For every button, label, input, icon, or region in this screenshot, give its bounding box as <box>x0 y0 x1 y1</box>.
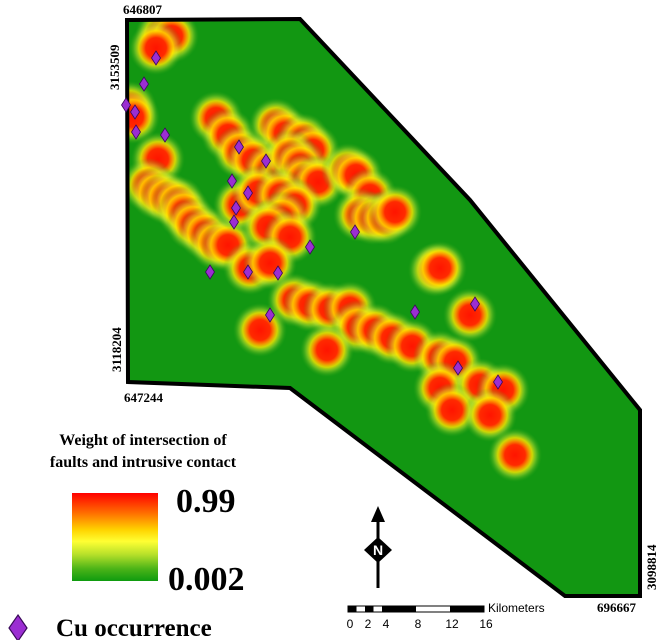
cu-occurrence-marker <box>121 97 131 113</box>
hotspot <box>488 428 542 482</box>
scale-bar: Kilometers 0 2 4 8 12 16 <box>347 601 545 631</box>
cu-occurrence-marker <box>261 153 271 169</box>
cu-occurrence-marker <box>205 264 215 280</box>
coord-bottom-left-x: 647244 <box>124 390 164 405</box>
cu-occurrence-marker <box>130 104 140 120</box>
coord-top-left-y: 3153509 <box>107 44 122 90</box>
scale-unit: Kilometers <box>488 601 545 615</box>
legend-color-ramp <box>72 493 158 581</box>
coord-bottom-left-y: 3118204 <box>109 327 124 372</box>
scale-tick-label: 4 <box>383 617 390 631</box>
hotspot <box>129 21 183 75</box>
scale-tick-label: 12 <box>445 617 459 631</box>
cu-occurrence-layer <box>121 50 503 390</box>
cu-occurrence-marker <box>410 304 420 320</box>
cu-occurrence-marker <box>151 50 161 66</box>
hotspot <box>463 388 517 442</box>
scale-tick-label: 16 <box>479 617 493 631</box>
cu-occurrence-marker <box>243 185 253 201</box>
scale-tick-label: 2 <box>365 617 372 631</box>
cu-occurrence-marker <box>273 265 283 281</box>
cu-occurrence-marker <box>453 360 463 376</box>
hotspot <box>413 241 467 295</box>
hotspot <box>127 90 160 144</box>
cu-occurrence-marker <box>231 200 241 216</box>
hotspot <box>233 303 287 357</box>
north-arrow-icon: N <box>364 506 392 588</box>
hotspot <box>368 185 422 239</box>
coord-bottom-right-y: 3098814 <box>644 544 659 590</box>
legend-title-line1: Weight of intersection of <box>59 432 227 449</box>
cu-occurrence-marker <box>243 264 253 280</box>
legend-diamond-icon <box>8 613 28 640</box>
cu-occurrence-marker <box>160 127 170 143</box>
cu-occurrence-marker <box>234 139 244 155</box>
cu-occurrence-marker <box>305 239 315 255</box>
cu-occurrence-marker <box>139 76 149 92</box>
north-letter: N <box>373 542 383 558</box>
coord-bottom-right-x: 696667 <box>597 600 637 615</box>
scale-tick-label: 0 <box>347 617 354 631</box>
cu-occurrence-marker <box>227 173 237 189</box>
cu-occurrence-marker <box>265 307 275 323</box>
cu-occurrence-marker <box>131 124 141 140</box>
legend-title-line2: faults and intrusive contact <box>50 454 237 471</box>
scale-tick-label: 8 <box>415 617 422 631</box>
coord-top-left-x: 646807 <box>123 2 163 17</box>
cu-occurrence-marker <box>350 224 360 240</box>
legend-max-value: 0.99 <box>176 483 236 520</box>
hotspot <box>443 288 497 342</box>
cu-occurrence-marker <box>229 214 239 230</box>
study-area-boundary <box>124 16 642 598</box>
cu-occurrence-marker <box>493 374 503 390</box>
cu-occurrence-marker <box>470 296 480 312</box>
hotspot <box>300 323 354 377</box>
legend-occurrence-label: Cu occurrence <box>56 615 212 640</box>
legend-min-value: 0.002 <box>168 561 245 598</box>
